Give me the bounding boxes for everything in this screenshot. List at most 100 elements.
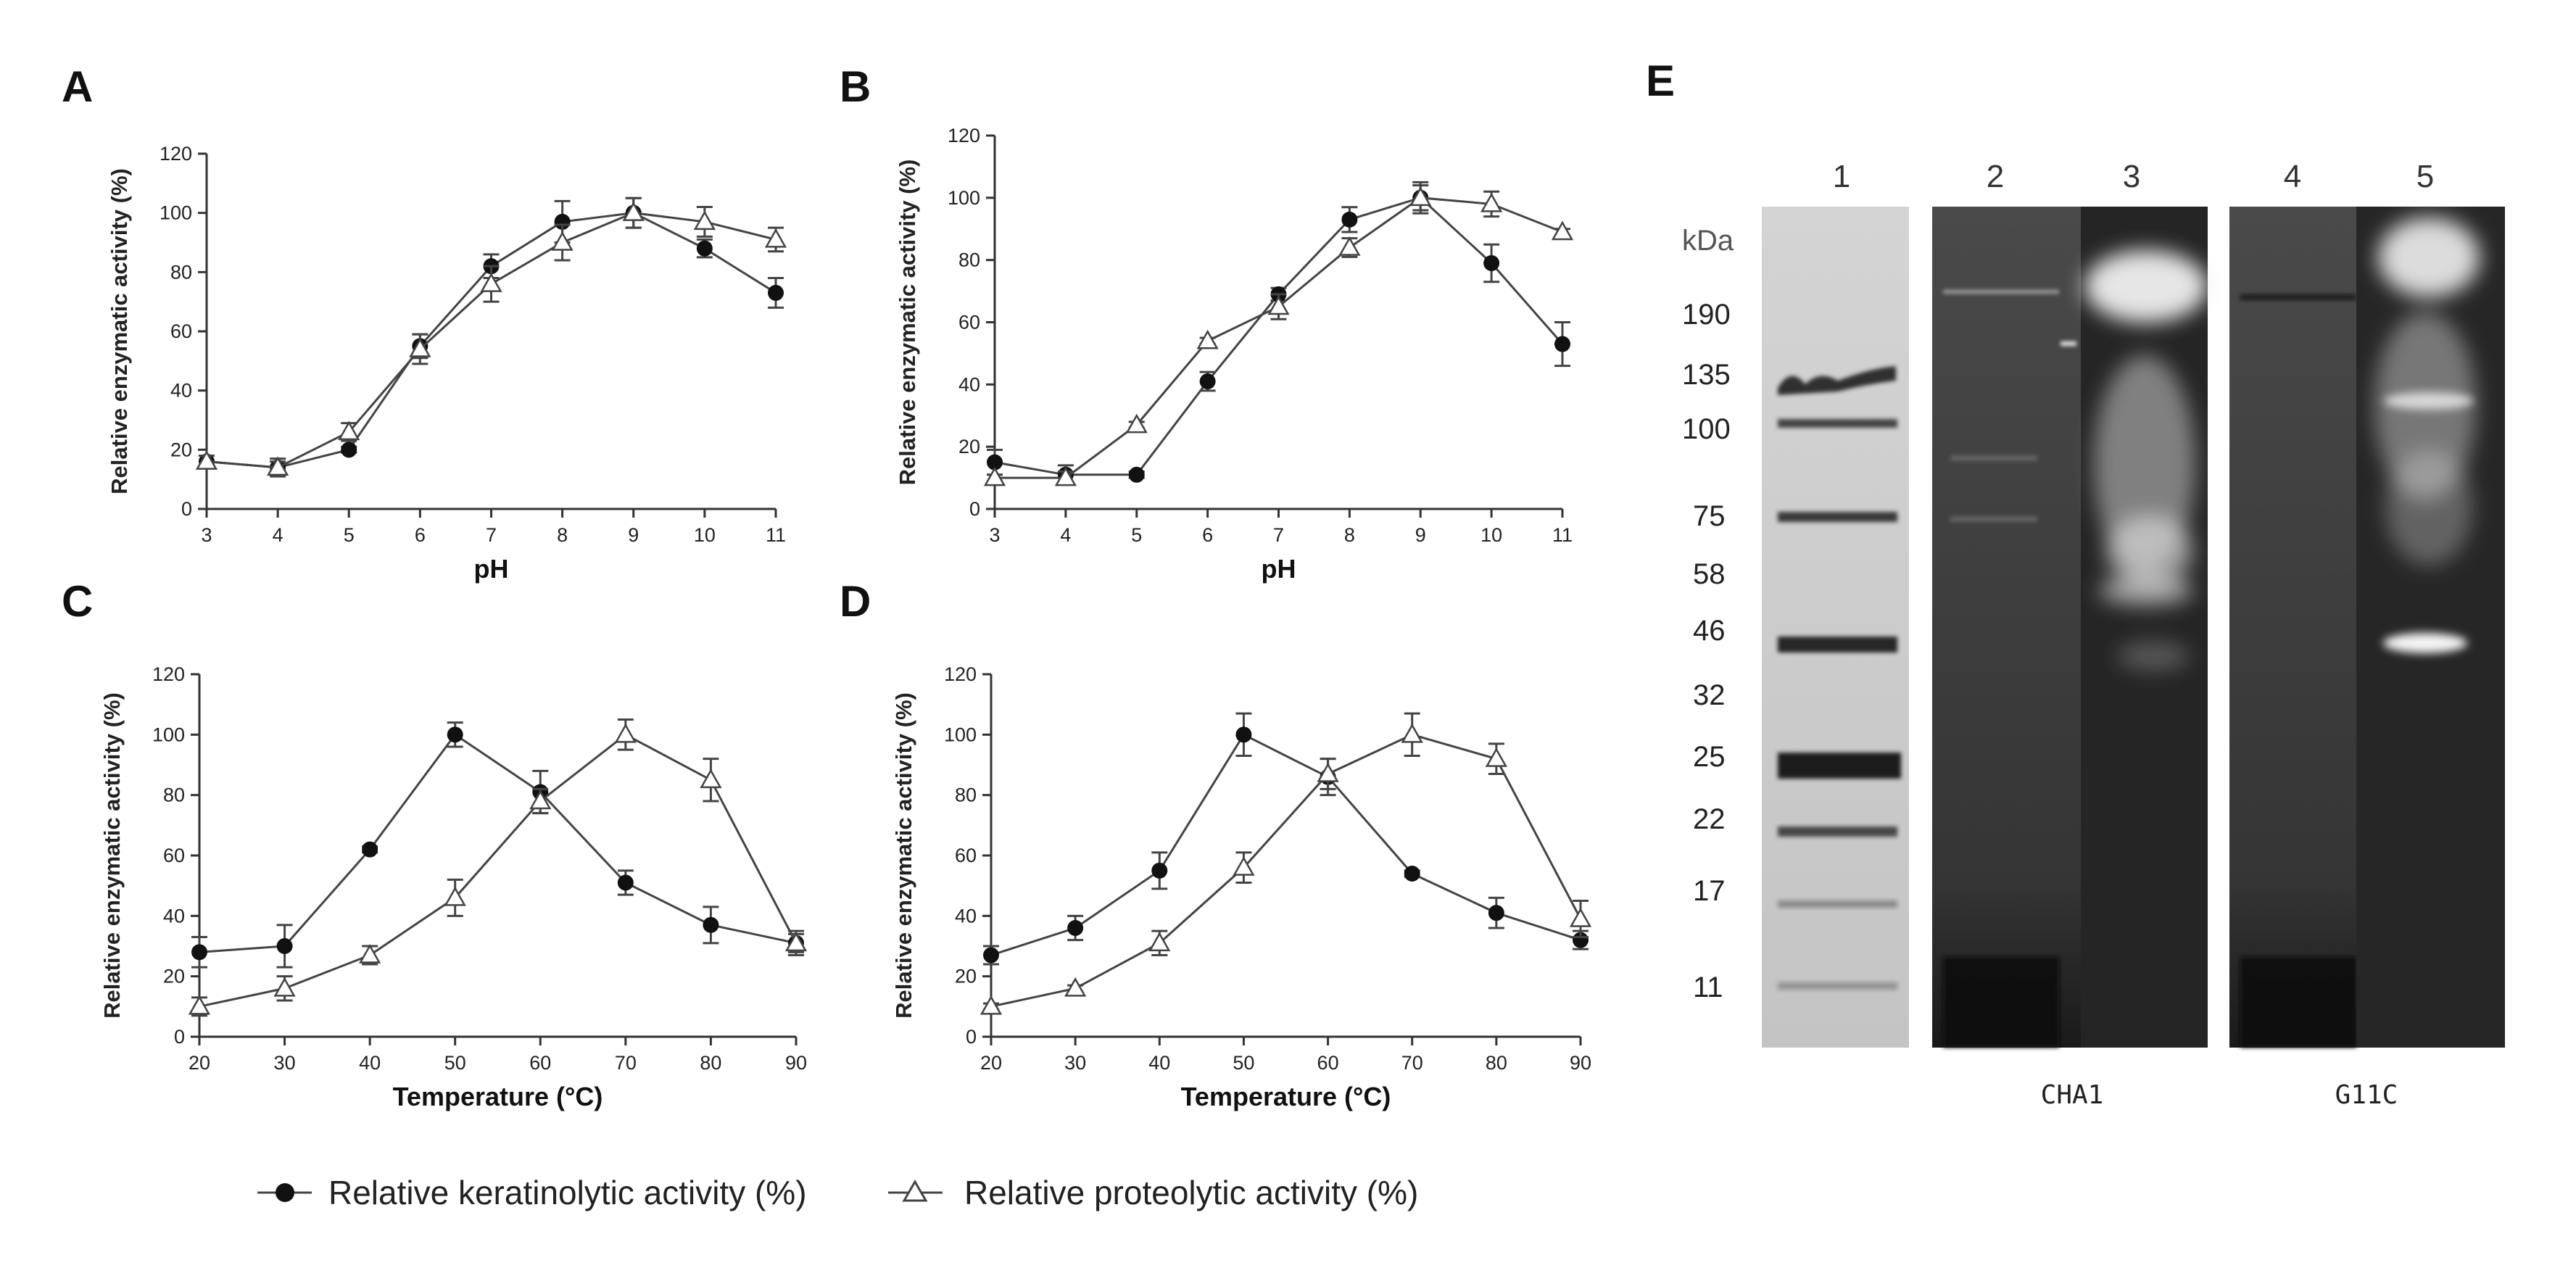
y-tick-label: 40 xyxy=(170,380,192,402)
x-tick-label: 9 xyxy=(1415,524,1426,546)
y-axis-title: Relative enzymatic activity (%) xyxy=(107,168,132,494)
kda-75: 75 xyxy=(1693,500,1726,532)
data-point xyxy=(188,995,211,1015)
strain-label-cha1: CHA1 xyxy=(2041,1080,2104,1110)
x-tick-label: 8 xyxy=(557,524,568,546)
gel-block-cha1 xyxy=(1932,207,2208,1048)
data-point xyxy=(622,202,645,221)
series-keratinolytic xyxy=(199,196,784,478)
x-tick-label: 20 xyxy=(189,1052,210,1074)
data-point xyxy=(1569,907,1592,927)
data-point xyxy=(983,947,999,964)
data-point xyxy=(1317,762,1339,782)
series-line xyxy=(994,196,1564,476)
data-point xyxy=(359,943,381,964)
data-point xyxy=(1341,211,1358,228)
x-tick-label: 80 xyxy=(700,1052,721,1074)
x-tick-label: 7 xyxy=(486,524,497,546)
panel-a: A 0 20 40 60 80 100 120 3 4 5 6 7 8 9 10 11 Relative enz… xyxy=(62,62,787,584)
y-tick-label: 20 xyxy=(163,966,185,987)
y-tick-label: 80 xyxy=(958,249,980,271)
data-point xyxy=(1196,329,1219,349)
x-axis-title: Temperature (°C) xyxy=(1181,1082,1391,1111)
x-tick-label: 4 xyxy=(273,524,283,546)
x-tick-label: 5 xyxy=(1131,524,1142,546)
data-point xyxy=(703,916,719,933)
legend-item-keratinolytic: Relative keratinolytic activity (%) xyxy=(257,1174,807,1211)
x-tick-label: 70 xyxy=(615,1052,637,1074)
data-point xyxy=(273,977,296,997)
lane-number-2: 2 xyxy=(1987,159,2004,194)
data-point xyxy=(1551,220,1574,241)
x-tick-label: 10 xyxy=(694,524,716,546)
gel-lane-3-zymogram xyxy=(2061,207,2208,1048)
gel-lane-5-zymogram xyxy=(2356,207,2505,1048)
data-point xyxy=(1554,336,1570,352)
kda-190: 190 xyxy=(1682,299,1731,331)
x-tick-label: 50 xyxy=(1233,1052,1254,1074)
panel-letter-c: C xyxy=(62,577,93,626)
data-point xyxy=(1148,932,1171,952)
data-point xyxy=(980,995,1003,1015)
data-point xyxy=(1235,726,1252,743)
x-tick-label: 8 xyxy=(1344,524,1355,546)
x-tick-label: 50 xyxy=(444,1052,466,1074)
panel-letter-b: B xyxy=(840,62,871,111)
x-tick-label: 9 xyxy=(628,524,639,546)
panel-letter-e: E xyxy=(1646,57,1675,105)
data-point xyxy=(987,454,1003,471)
x-tick-label: 80 xyxy=(1486,1052,1507,1074)
data-point xyxy=(276,938,293,954)
series-proteolytic xyxy=(195,196,787,476)
kda-135: 135 xyxy=(1682,359,1731,391)
plot-b: 0 20 40 60 80 100 120 3 4 5 6 7 8 9 10 11 Relative enzym… xyxy=(895,125,1574,584)
plot-a: 0 20 40 60 80 100 120 3 4 5 6 7 8 9 10 11 Relative enzym… xyxy=(107,143,787,584)
y-tick-label: 100 xyxy=(948,187,980,209)
data-point xyxy=(1064,977,1087,997)
series-line xyxy=(199,733,798,1008)
data-point xyxy=(1483,254,1500,271)
strain-label-g11c: G11C xyxy=(2335,1080,2398,1110)
series-line xyxy=(990,733,1582,1008)
legend-marker-triangle xyxy=(902,1179,928,1202)
y-tick-label: 80 xyxy=(163,784,185,806)
y-tick-label: 120 xyxy=(944,663,977,685)
y-tick-label: 80 xyxy=(170,261,192,283)
y-tick-label: 20 xyxy=(958,436,980,457)
data-point xyxy=(1233,856,1255,876)
y-tick-label: 60 xyxy=(955,845,977,866)
data-point xyxy=(1480,192,1503,212)
y-axis-title: Relative enzymatic activity (%) xyxy=(891,692,916,1019)
kda-32: 32 xyxy=(1693,679,1726,711)
data-point xyxy=(617,874,634,891)
series-line xyxy=(199,733,797,953)
gel-lane-2 xyxy=(1943,290,2059,1048)
data-point xyxy=(1401,723,1423,743)
data-point xyxy=(983,466,1006,486)
x-tick-label: 3 xyxy=(989,524,1000,546)
data-point xyxy=(1267,295,1290,315)
data-point xyxy=(784,932,808,952)
y-tick-label: 40 xyxy=(163,905,185,927)
data-point xyxy=(191,944,207,961)
legend-item-proteolytic: Relative proteolytic activity (%) xyxy=(888,1174,1418,1211)
data-point xyxy=(1409,186,1432,207)
legend-label-proteolytic: Relative proteolytic activity (%) xyxy=(964,1174,1418,1211)
series-line xyxy=(990,733,1581,956)
y-tick-label: 120 xyxy=(160,143,192,165)
lane-number-4: 4 xyxy=(2284,159,2301,194)
x-tick-label: 40 xyxy=(359,1052,381,1074)
y-tick-label: 80 xyxy=(955,784,977,806)
data-point xyxy=(1125,413,1148,434)
data-point xyxy=(1151,862,1168,879)
legend-marker-circle xyxy=(276,1183,294,1202)
y-tick-label: 60 xyxy=(163,845,185,866)
y-tick-label: 0 xyxy=(969,498,980,520)
y-tick-label: 20 xyxy=(170,439,192,460)
data-point xyxy=(1199,373,1216,390)
data-point xyxy=(195,450,218,470)
data-point xyxy=(693,210,716,231)
